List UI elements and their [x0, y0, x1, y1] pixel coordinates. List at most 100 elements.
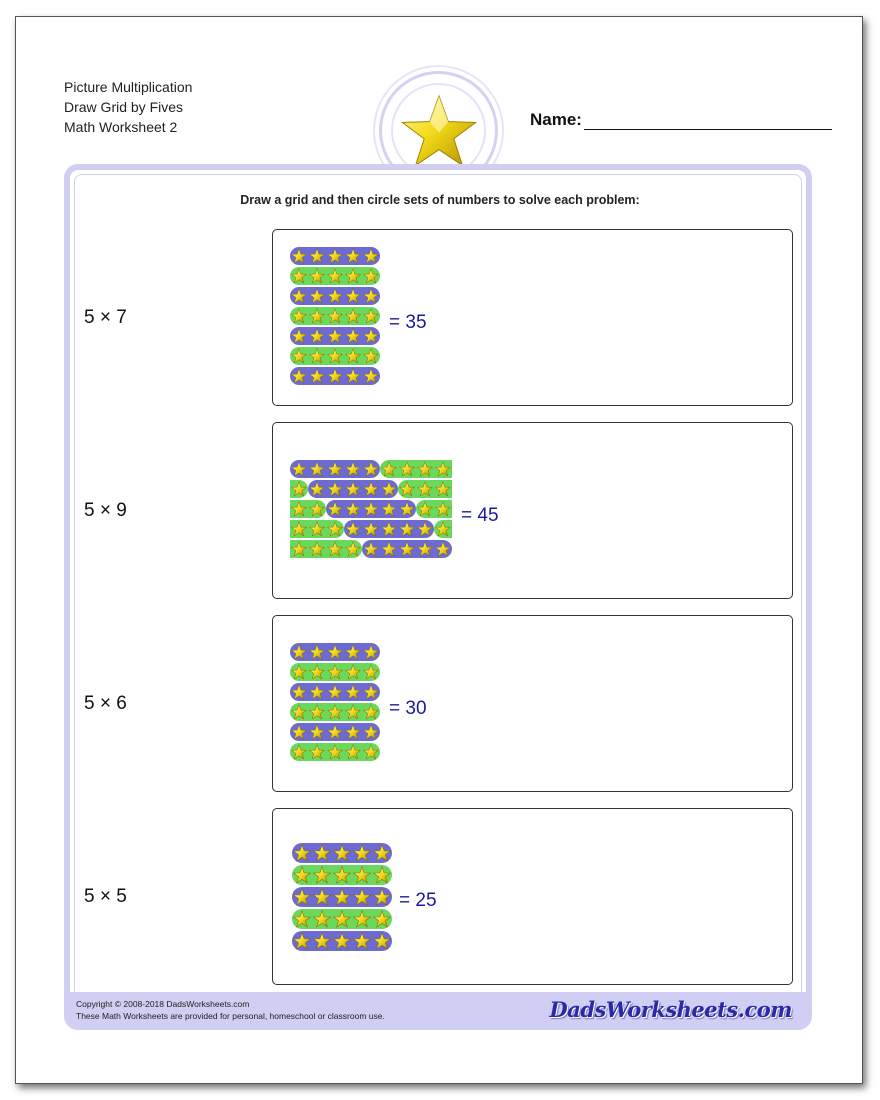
problem-answer: = 35	[389, 312, 427, 333]
star-icon	[345, 744, 361, 760]
star-cell	[308, 460, 326, 478]
star-cell	[332, 843, 352, 863]
star-cell	[308, 520, 326, 538]
star-icon	[353, 888, 371, 906]
problem-label: 5 × 6	[84, 693, 127, 714]
star-cell	[344, 267, 362, 285]
name-field[interactable]: Name:	[530, 110, 832, 130]
star-icon	[327, 744, 343, 760]
star-cell	[292, 931, 312, 951]
star-icon	[333, 844, 351, 862]
star-icon	[399, 541, 415, 557]
star-cell	[290, 520, 308, 538]
star-icon	[293, 844, 311, 862]
star-cell	[308, 367, 326, 385]
star-cell	[308, 703, 326, 721]
star-icon	[345, 684, 361, 700]
star-icon	[353, 866, 371, 884]
star-icon	[363, 268, 379, 284]
star-icon	[327, 328, 343, 344]
star-cell	[362, 367, 380, 385]
star-icon	[327, 288, 343, 304]
star-cell	[362, 347, 380, 365]
star-icon	[291, 664, 307, 680]
star-icon	[345, 704, 361, 720]
star-cell	[344, 663, 362, 681]
star-icon	[313, 844, 331, 862]
star-icon	[309, 501, 325, 517]
star-icon	[345, 664, 361, 680]
star-icon	[309, 288, 325, 304]
star-icon	[345, 308, 361, 324]
star-cell	[308, 480, 326, 498]
star-cell	[352, 843, 372, 863]
star-cell	[312, 865, 332, 885]
star-icon	[363, 308, 379, 324]
star-cell	[290, 743, 308, 761]
star-icon	[327, 521, 343, 537]
star-icon	[417, 461, 433, 477]
star-icon	[373, 844, 391, 862]
star-cell	[312, 931, 332, 951]
star-icon	[291, 348, 307, 364]
star-cell	[380, 460, 398, 478]
star-cell	[362, 683, 380, 701]
star-icon	[417, 481, 433, 497]
dadsworksheets-logo[interactable]: DadsWorksheets.com	[549, 997, 793, 1022]
star-cell	[326, 287, 344, 305]
star-icon	[345, 248, 361, 264]
worksheet-title-block: Picture Multiplication Draw Grid by Five…	[64, 77, 192, 137]
star-cell	[326, 723, 344, 741]
name-input-line[interactable]	[583, 112, 832, 130]
star-icon	[327, 481, 343, 497]
star-cell	[344, 643, 362, 661]
star-cell	[326, 327, 344, 345]
problem-label: 5 × 5	[84, 886, 127, 907]
worksheet-subtitle: Draw Grid by Fives	[64, 99, 184, 115]
copyright: Copyright © 2008-2018 DadsWorksheets.com…	[76, 999, 385, 1021]
star-icon	[373, 866, 391, 884]
star-cell	[308, 723, 326, 741]
star-cell	[380, 540, 398, 558]
star-icon	[373, 932, 391, 950]
star-icon	[327, 704, 343, 720]
star-cell	[292, 865, 312, 885]
star-icon	[333, 866, 351, 884]
star-icon	[291, 328, 307, 344]
star-cell	[308, 307, 326, 325]
star-cell	[434, 480, 452, 498]
star-cell	[344, 703, 362, 721]
star-cell	[332, 909, 352, 929]
star-icon	[353, 932, 371, 950]
star-cell	[332, 865, 352, 885]
star-cell	[326, 267, 344, 285]
star-grid	[290, 643, 380, 761]
star-cell	[344, 327, 362, 345]
star-cell	[290, 480, 308, 498]
star-icon	[291, 461, 307, 477]
star-cell	[308, 540, 326, 558]
star-cell	[344, 683, 362, 701]
star-icon	[363, 501, 379, 517]
star-icon	[345, 481, 361, 497]
star-icon	[327, 461, 343, 477]
star-cell	[372, 843, 392, 863]
star-cell	[344, 460, 362, 478]
star-cell	[326, 683, 344, 701]
star-icon	[373, 910, 391, 928]
star-icon	[363, 724, 379, 740]
star-cell	[362, 327, 380, 345]
star-cell	[380, 500, 398, 518]
star-cell	[398, 500, 416, 518]
star-icon	[353, 844, 371, 862]
star-icon	[435, 481, 451, 497]
star-cell	[380, 520, 398, 538]
star-icon	[353, 910, 371, 928]
star-cell	[308, 643, 326, 661]
star-icon	[363, 664, 379, 680]
star-cell	[352, 865, 372, 885]
star-cell	[416, 520, 434, 538]
star-icon	[417, 501, 433, 517]
star-icon	[313, 932, 331, 950]
star-cell	[362, 500, 380, 518]
